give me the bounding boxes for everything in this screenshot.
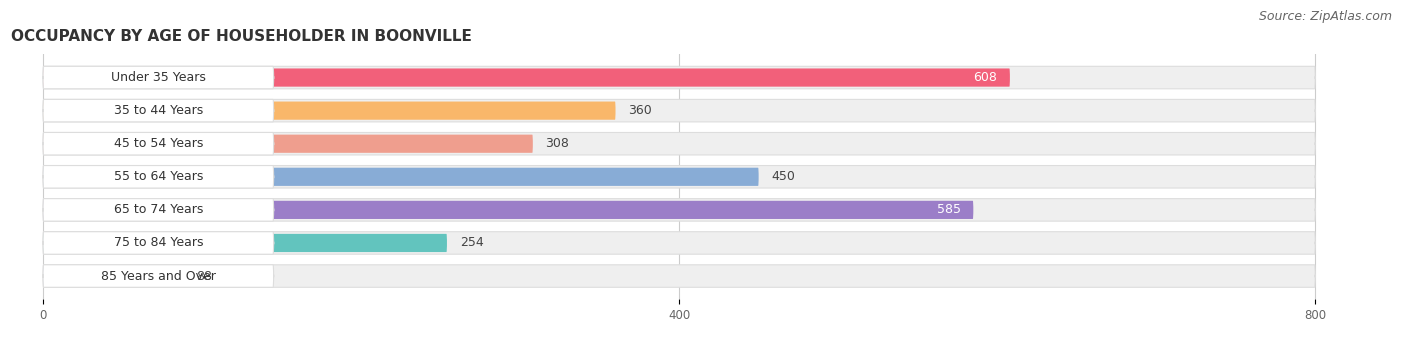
FancyBboxPatch shape	[44, 166, 1315, 188]
FancyBboxPatch shape	[44, 99, 1315, 122]
Text: 65 to 74 Years: 65 to 74 Years	[114, 203, 202, 216]
Text: 450: 450	[772, 170, 796, 183]
FancyBboxPatch shape	[44, 265, 1315, 287]
FancyBboxPatch shape	[44, 166, 274, 188]
Text: 254: 254	[460, 236, 484, 250]
Text: 360: 360	[628, 104, 652, 117]
FancyBboxPatch shape	[44, 265, 274, 287]
FancyBboxPatch shape	[44, 102, 616, 120]
FancyBboxPatch shape	[44, 66, 1315, 89]
FancyBboxPatch shape	[44, 232, 274, 254]
FancyBboxPatch shape	[44, 199, 274, 221]
FancyBboxPatch shape	[44, 232, 1315, 254]
FancyBboxPatch shape	[44, 168, 759, 186]
Text: 45 to 54 Years: 45 to 54 Years	[114, 137, 202, 150]
FancyBboxPatch shape	[44, 133, 1315, 155]
FancyBboxPatch shape	[44, 68, 1010, 87]
Text: 75 to 84 Years: 75 to 84 Years	[114, 236, 202, 250]
FancyBboxPatch shape	[44, 201, 973, 219]
Text: 308: 308	[546, 137, 569, 150]
FancyBboxPatch shape	[44, 234, 447, 252]
Text: Source: ZipAtlas.com: Source: ZipAtlas.com	[1258, 10, 1392, 23]
Text: 585: 585	[936, 203, 960, 216]
Text: 88: 88	[195, 270, 212, 283]
FancyBboxPatch shape	[44, 267, 183, 285]
Text: Under 35 Years: Under 35 Years	[111, 71, 205, 84]
FancyBboxPatch shape	[44, 133, 274, 155]
FancyBboxPatch shape	[44, 135, 533, 153]
Text: 55 to 64 Years: 55 to 64 Years	[114, 170, 202, 183]
Text: 85 Years and Over: 85 Years and Over	[101, 270, 215, 283]
FancyBboxPatch shape	[44, 199, 1315, 221]
FancyBboxPatch shape	[44, 99, 274, 122]
Text: 35 to 44 Years: 35 to 44 Years	[114, 104, 202, 117]
Text: OCCUPANCY BY AGE OF HOUSEHOLDER IN BOONVILLE: OCCUPANCY BY AGE OF HOUSEHOLDER IN BOONV…	[11, 29, 472, 44]
Text: 608: 608	[973, 71, 997, 84]
FancyBboxPatch shape	[44, 66, 274, 89]
